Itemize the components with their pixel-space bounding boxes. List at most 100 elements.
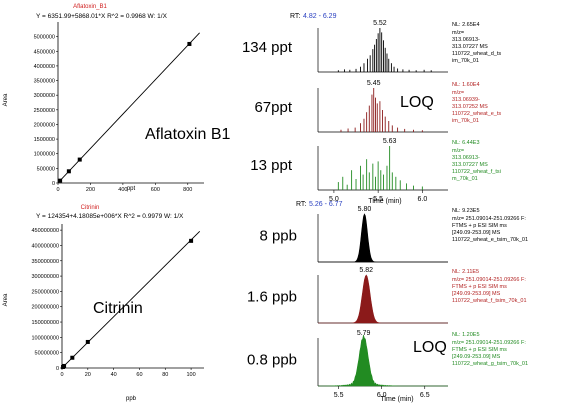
- aflatoxin-x-tick-label: 200: [86, 187, 95, 193]
- citrinin-y-tick-label: 200000000: [31, 305, 59, 311]
- normalization-level: NL: 6.44E3: [452, 140, 480, 146]
- citrinin-y-tick-label: 300000000: [31, 274, 59, 280]
- aflatoxin-y-tick-label: 1000000: [34, 152, 55, 158]
- peak-rt-label: 5.80: [358, 206, 372, 213]
- scan-info-line: 110722_wheat_e_ts: [452, 111, 501, 117]
- scan-info-line: 313.07227 MS: [452, 44, 488, 50]
- scan-info-line: FTMS + p ESI SIM ms: [452, 347, 507, 353]
- aflatoxin-x-tick-label: 400: [118, 187, 127, 193]
- chromatogram-peak-area: [318, 335, 448, 387]
- citrinin-y-tick-label: 0: [56, 366, 59, 372]
- normalization-level: NL: 2.65E4: [452, 22, 480, 28]
- aflatoxin-y-tick-label: 3000000: [34, 93, 55, 99]
- aflatoxin-equation: Y = 6351.99+5868.01*X R^2 = 0.9968 W: 1/…: [36, 13, 168, 20]
- peak-rt-label: 5.79: [357, 330, 371, 337]
- scan-info-line: 313.06939-: [452, 97, 480, 103]
- aflatoxin-chromatograms: RT: 4.82 - 6.29 LOQ Time (min) 134 ppt 5.…: [242, 13, 501, 205]
- aflatoxin-compound-label: Aflatoxin B1: [145, 126, 230, 143]
- sample-label: 134 ppt: [242, 39, 293, 56]
- peak-rt-label: 5.45: [367, 80, 381, 87]
- aflatoxin-y-tick-label: 0: [52, 181, 55, 187]
- aflatoxin-data-point: [187, 41, 192, 46]
- scan-info-line: 110722_wheat_e_tsim_70k_01: [452, 237, 528, 243]
- aflatoxin-chart-title: Aflatoxin_B1: [73, 4, 107, 10]
- citrinin-compound-label: Citrinin: [93, 300, 143, 317]
- citrinin-x-tick-label: 20: [85, 372, 91, 378]
- aflatoxin-x-axis-label: ppt: [127, 186, 136, 192]
- aflatoxin-time-axis-label: Time (min): [368, 198, 401, 205]
- scan-info-line: 110722_wheat_f_tsi: [452, 169, 501, 175]
- citrinin-y-tick-label: 350000000: [31, 259, 59, 265]
- scan-info-line: m/z= 251.09014-251.09266 F:: [452, 216, 526, 222]
- normalization-level: NL: 2.11E5: [452, 269, 479, 275]
- normalization-level: NL: 9.23E5: [452, 208, 480, 214]
- aflatoxin-calibration-chart: Aflatoxin_B1 Y = 6351.99+5868.01*X R^2 =…: [3, 4, 230, 193]
- citrinin-calibration-chart: Citrinin Y = 124354+4.18085e+006*X R^2 =…: [3, 205, 204, 402]
- citrinin-x-axis-label: ppb: [126, 396, 137, 402]
- aflatoxin-y-tick-label: 2500000: [34, 108, 55, 114]
- aflatoxin-y-tick-label: 500000: [37, 166, 55, 172]
- citrinin-x-tick-label: 100: [186, 372, 195, 378]
- citrinin-data-point: [189, 238, 194, 243]
- citrinin-time-axis-label: Time (min): [380, 396, 413, 403]
- aflatoxin-y-tick-label: 4500000: [34, 49, 55, 55]
- sample-label: 67ppt: [254, 99, 292, 116]
- citrinin-chromatograms: RT: 5.26 - 6.77 LOQ Time (min) 8 ppb 5.80…: [247, 201, 528, 403]
- sample-label: 13 ppt: [250, 157, 293, 174]
- citrinin-x-tick-label: 0: [60, 372, 63, 378]
- aflatoxin-y-axis-label: Area: [3, 93, 9, 106]
- aflatoxin-data-point: [77, 157, 82, 162]
- peak-rt-label: 5.82: [359, 267, 373, 274]
- citrinin-y-axis-label: Area: [3, 293, 9, 306]
- time-tick-label: 6.0: [377, 392, 387, 399]
- scan-info-line: [249.09-253.09] MS: [452, 230, 501, 236]
- scan-info-line: FTMS + p ESI SIM ms: [452, 284, 507, 290]
- citrinin-fit-line: [61, 230, 201, 369]
- citrinin-y-tick-label: 450000000: [31, 228, 59, 234]
- chromatogram-peak-area: [318, 274, 448, 324]
- aflatoxin-rt-range: 4.82 - 6.29: [303, 13, 337, 20]
- citrinin-x-tick-label: 80: [162, 372, 168, 378]
- scan-info-line: 110722_wheat_f_tsim_70k_01: [452, 298, 527, 304]
- sample-label: 0.8 ppb: [247, 351, 297, 368]
- scan-info-line: 313.07252 MS: [452, 104, 488, 110]
- citrinin-x-tick-label: 60: [136, 372, 142, 378]
- time-tick-label: 5.5: [334, 392, 344, 399]
- normalization-level: NL: 1.20E5: [452, 332, 480, 338]
- time-tick-label: 6.0: [417, 196, 427, 203]
- sample-label: 1.6 ppb: [247, 288, 297, 305]
- citrinin-y-tick-label: 50000000: [35, 351, 59, 357]
- aflatoxin-x-tick-label: 0: [56, 187, 59, 193]
- citrinin-y-tick-label: 100000000: [31, 335, 59, 341]
- citrinin-x-tick-label: 40: [111, 372, 117, 378]
- normalization-level: NL: 1.60E4: [452, 82, 480, 88]
- time-tick-label: 6.5: [420, 392, 430, 399]
- citrinin-data-point: [85, 339, 90, 344]
- scan-info-line: FTMS + p ESI SIM ms: [452, 223, 507, 229]
- time-tick-label: 5.0: [329, 196, 339, 203]
- scan-info-line: m/z= 251.09014-251.09266 F:: [452, 277, 526, 283]
- citrinin-y-tick-label: 400000000: [31, 243, 59, 249]
- scan-info-line: m/z=: [452, 90, 464, 96]
- scan-info-line: 313.06913-: [452, 37, 480, 43]
- aflatoxin-y-tick-label: 1500000: [34, 137, 55, 143]
- scan-info-line: [249.09-253.09] MS: [452, 354, 501, 360]
- scan-info-line: m_70k_01: [452, 176, 478, 182]
- aflatoxin-x-tick-label: 800: [183, 187, 192, 193]
- scan-info-line: 313.06913-: [452, 155, 480, 161]
- scan-info-line: m/z= 251.09014-251.09266 F:: [452, 340, 526, 346]
- citrinin-data-point: [62, 363, 67, 368]
- citrinin-loq-label: LOQ: [413, 339, 447, 356]
- aflatoxin-loq-label: LOQ: [400, 94, 434, 111]
- scan-info-line: 110722_wheat_g_tsim_70k_01: [452, 361, 528, 367]
- aflatoxin-data-point: [58, 178, 63, 183]
- scan-info-line: m/z=: [452, 148, 464, 154]
- peak-rt-label: 5.63: [383, 138, 397, 145]
- chromatogram-peak-area: [318, 213, 448, 263]
- citrinin-equation: Y = 124354+4.18085e+006*X R^2 = 0.9979 W…: [36, 213, 184, 220]
- aflatoxin-data-point: [66, 169, 71, 174]
- citrinin-y-tick-label: 250000000: [31, 289, 59, 295]
- aflatoxin-y-tick-label: 2000000: [34, 122, 55, 128]
- aflatoxin-y-tick-label: 3500000: [34, 79, 55, 85]
- scan-info-line: im_70k_01: [452, 58, 479, 64]
